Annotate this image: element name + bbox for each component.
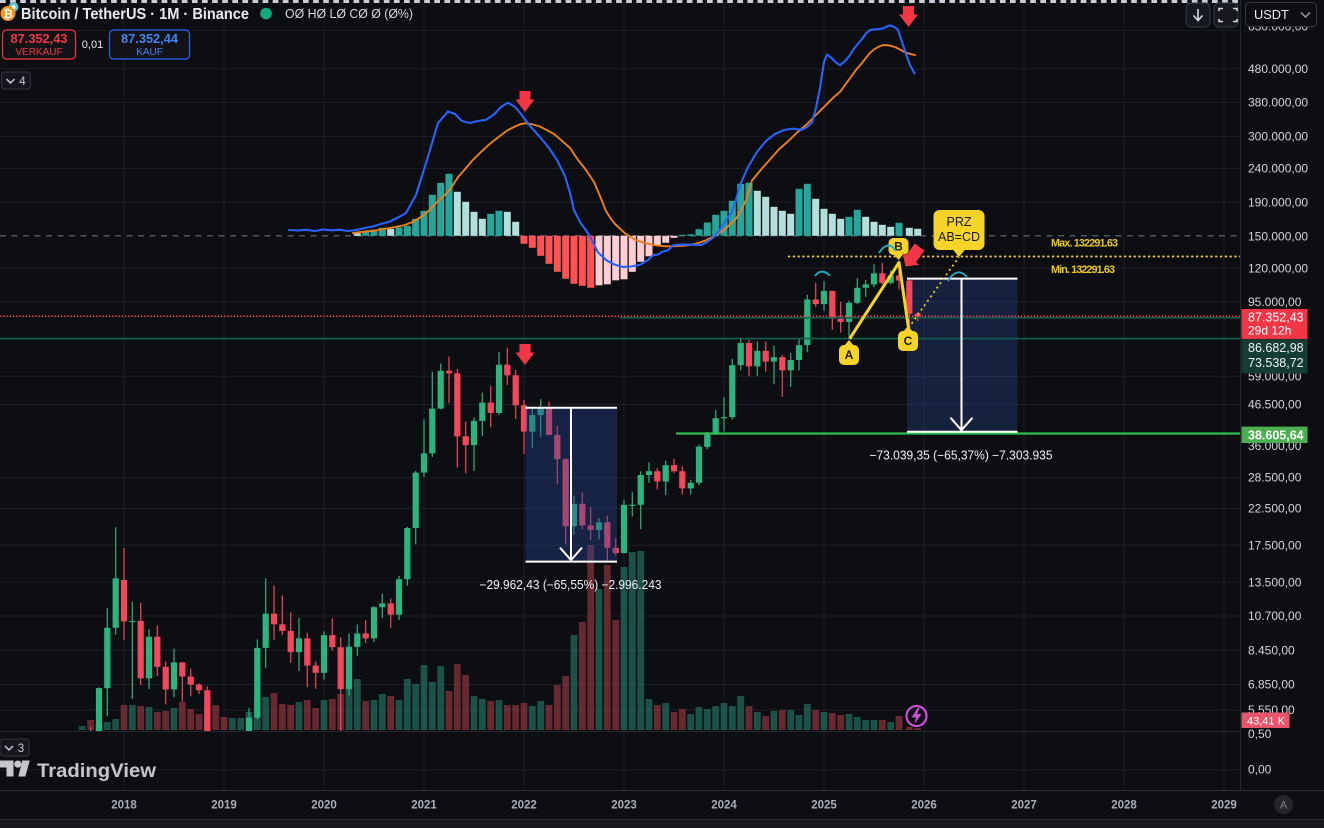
svg-text:240.000,00: 240.000,00 (1248, 162, 1308, 176)
svg-text:VERKAUF: VERKAUF (15, 47, 62, 58)
svg-text:2028: 2028 (1111, 800, 1137, 812)
svg-text:480.000,00: 480.000,00 (1248, 62, 1308, 76)
svg-text:87.352,43: 87.352,43 (11, 31, 68, 46)
svg-text:B: B (894, 240, 903, 254)
svg-text:87.352,43: 87.352,43 (1248, 311, 1304, 325)
svg-text:2019: 2019 (211, 800, 237, 812)
svg-text:TradingView: TradingView (37, 761, 156, 782)
svg-text:190.000,00: 190.000,00 (1248, 195, 1308, 209)
svg-text:8.450,00: 8.450,00 (1248, 644, 1295, 658)
svg-text:Bitcoin / TetherUS · 1M · Bina: Bitcoin / TetherUS · 1M · Binance (21, 6, 249, 23)
svg-text:95.000,00: 95.000,00 (1248, 295, 1302, 309)
svg-text:2020: 2020 (311, 800, 337, 812)
svg-text:73.538,72: 73.538,72 (1248, 356, 1304, 370)
svg-text:Max. 132291.63: Max. 132291.63 (1051, 238, 1118, 250)
svg-text:28.500,00: 28.500,00 (1248, 471, 1302, 485)
svg-text:2024: 2024 (711, 800, 737, 812)
svg-text:150.000,00: 150.000,00 (1248, 229, 1308, 243)
svg-text:2021: 2021 (411, 800, 437, 812)
svg-text:0,01: 0,01 (82, 39, 103, 51)
svg-text:OØ HØ LØ CØ Ø (Ø%): OØ HØ LØ CØ Ø (Ø%) (285, 6, 413, 21)
svg-text:46.500,00: 46.500,00 (1248, 398, 1302, 412)
svg-text:43,41 K: 43,41 K (1247, 716, 1286, 728)
svg-text:4: 4 (19, 76, 26, 88)
svg-text:2027: 2027 (1011, 800, 1037, 812)
svg-text:10.700,00: 10.700,00 (1248, 609, 1302, 623)
svg-text:−73.039,35 (−65,37%) −7.303.93: −73.039,35 (−65,37%) −7.303.935 (870, 449, 1053, 463)
svg-text:C: C (904, 334, 913, 348)
svg-text:380.000,00: 380.000,00 (1248, 96, 1308, 110)
svg-text:87.352,44: 87.352,44 (121, 31, 179, 46)
svg-text:2025: 2025 (811, 800, 837, 812)
svg-text:PRZ: PRZ (947, 215, 972, 229)
svg-text:AB=CD: AB=CD (938, 230, 980, 244)
svg-text:0,00: 0,00 (1248, 762, 1272, 776)
svg-text:2029: 2029 (1211, 800, 1237, 812)
svg-text:₿: ₿ (3, 9, 12, 21)
svg-text:13.500,00: 13.500,00 (1248, 576, 1302, 590)
svg-text:29d 12h: 29d 12h (1248, 324, 1291, 338)
svg-text:2026: 2026 (911, 800, 937, 812)
svg-text:2022: 2022 (511, 800, 537, 812)
svg-text:2023: 2023 (611, 800, 637, 812)
svg-text:0,50: 0,50 (1248, 727, 1272, 741)
svg-text:6.850,00: 6.850,00 (1248, 678, 1295, 692)
svg-text:KAUF: KAUF (136, 47, 163, 58)
svg-text:17.500,00: 17.500,00 (1248, 539, 1302, 553)
svg-text:−29.962,43 (−65,55%) −2.996.24: −29.962,43 (−65,55%) −2.996.243 (480, 578, 662, 592)
svg-text:22.500,00: 22.500,00 (1248, 502, 1302, 516)
svg-text:300.000,00: 300.000,00 (1248, 130, 1308, 144)
svg-text:USDT: USDT (1254, 7, 1289, 22)
svg-text:3: 3 (18, 743, 24, 755)
svg-text:38.605,64: 38.605,64 (1248, 428, 1304, 442)
svg-text:A: A (845, 348, 854, 362)
svg-text:2018: 2018 (111, 800, 137, 812)
svg-text:Min. 132291.63: Min. 132291.63 (1051, 264, 1115, 276)
svg-text:A: A (1280, 800, 1288, 812)
svg-text:86.682,98: 86.682,98 (1248, 341, 1304, 355)
svg-text:120.000,00: 120.000,00 (1248, 261, 1308, 275)
